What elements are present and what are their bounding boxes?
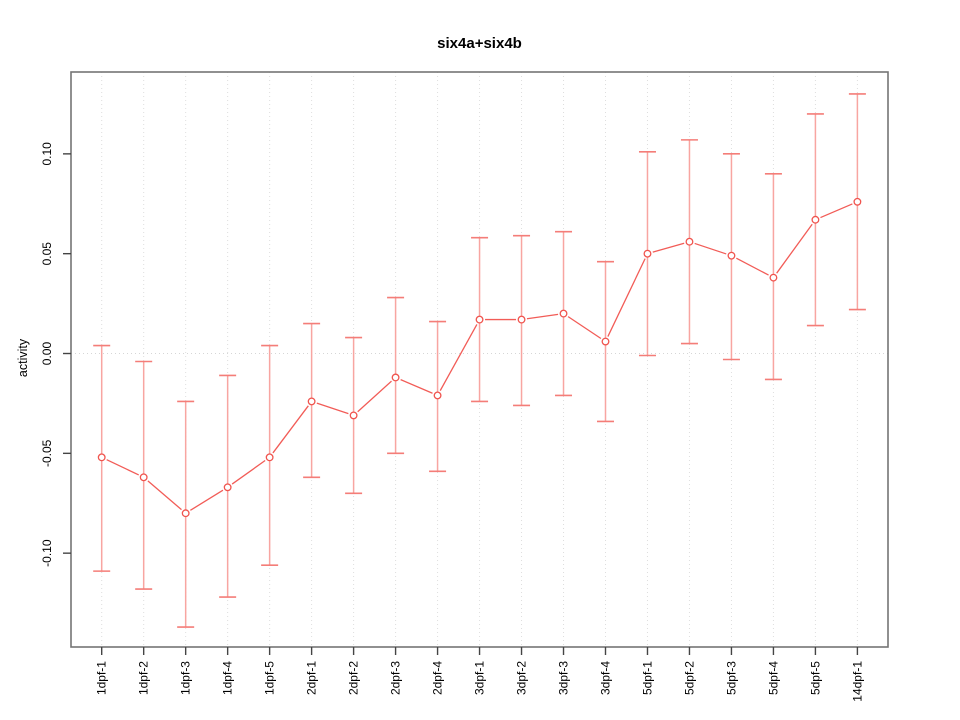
x-tick-label: 14dpf-1 [850, 661, 864, 702]
y-tick-label: -0.10 [40, 539, 54, 567]
x-tick-label: 3dpf-1 [473, 661, 487, 695]
series-line-segment [567, 316, 602, 340]
series-line-segment [190, 489, 224, 511]
x-tick-label: 3dpf-3 [557, 661, 571, 695]
error-bars-layer [93, 93, 866, 628]
data-point [139, 473, 148, 482]
x-tick-label: 5dpf-3 [724, 661, 738, 695]
data-point [223, 483, 232, 492]
x-tick-label: 3dpf-2 [515, 661, 529, 695]
x-tick-label: 1dpf-5 [263, 661, 277, 695]
x-tick-label: 5dpf-4 [766, 661, 780, 695]
data-point [559, 309, 568, 318]
data-point [181, 509, 190, 518]
data-point [265, 453, 274, 462]
data-point [349, 411, 358, 420]
x-tick-label: 1dpf-2 [137, 661, 151, 695]
series-layer [97, 197, 862, 518]
chart-title: six4a+six4b [437, 35, 522, 52]
data-point [811, 215, 820, 224]
data-point [685, 237, 694, 246]
x-tick-label: 5dpf-1 [640, 661, 654, 695]
data-point [433, 391, 442, 400]
series-line-segment [820, 203, 853, 219]
data-point [391, 373, 400, 382]
data-point [475, 315, 484, 324]
x-tick-label: 2dpf-2 [347, 661, 361, 695]
series-line-segment [231, 459, 266, 485]
data-point [307, 397, 316, 406]
series-line-segment [272, 405, 309, 454]
y-tick-label: 0.10 [40, 142, 54, 166]
data-point [643, 249, 652, 258]
x-tick-label: 2dpf-1 [305, 661, 319, 695]
series-line-segment [652, 242, 685, 253]
series-line-segment [106, 459, 139, 476]
series-line-segment [607, 258, 646, 337]
series-line-segment [439, 324, 478, 391]
y-tick-label: 0.00 [40, 342, 54, 366]
x-tick-label: 5dpf-2 [682, 661, 696, 695]
data-point [601, 337, 610, 346]
data-point [727, 251, 736, 260]
y-tick-label: 0.05 [40, 242, 54, 266]
x-tick-label: 5dpf-5 [808, 661, 822, 695]
series-line-segment [357, 380, 392, 413]
series-line-segment [694, 242, 727, 255]
data-point [97, 453, 106, 462]
x-tick-label: 1dpf-4 [221, 661, 235, 695]
series-line-segment [776, 223, 813, 274]
x-tick-label: 1dpf-1 [95, 661, 109, 695]
x-tick-label: 1dpf-3 [179, 661, 193, 695]
y-axis-label: activity [16, 338, 30, 377]
y-tick-label: -0.05 [40, 439, 54, 467]
x-tick-label: 3dpf-4 [599, 661, 613, 695]
data-point [517, 315, 526, 324]
series-line-segment [147, 480, 182, 511]
axes-layer: 0.10 0.05 0.00 -0.05 -0.10 1dpf-1 1dpf-2 1dpf-3… [40, 142, 864, 702]
series-line-segment [526, 313, 559, 320]
x-tick-label: 2dpf-4 [431, 661, 445, 695]
x-tick-label: 2dpf-3 [389, 661, 403, 695]
data-point [853, 197, 862, 206]
series-line-segment [736, 257, 769, 276]
series-line-segment [400, 379, 433, 394]
data-point [769, 273, 778, 282]
series-line-segment [316, 402, 349, 415]
